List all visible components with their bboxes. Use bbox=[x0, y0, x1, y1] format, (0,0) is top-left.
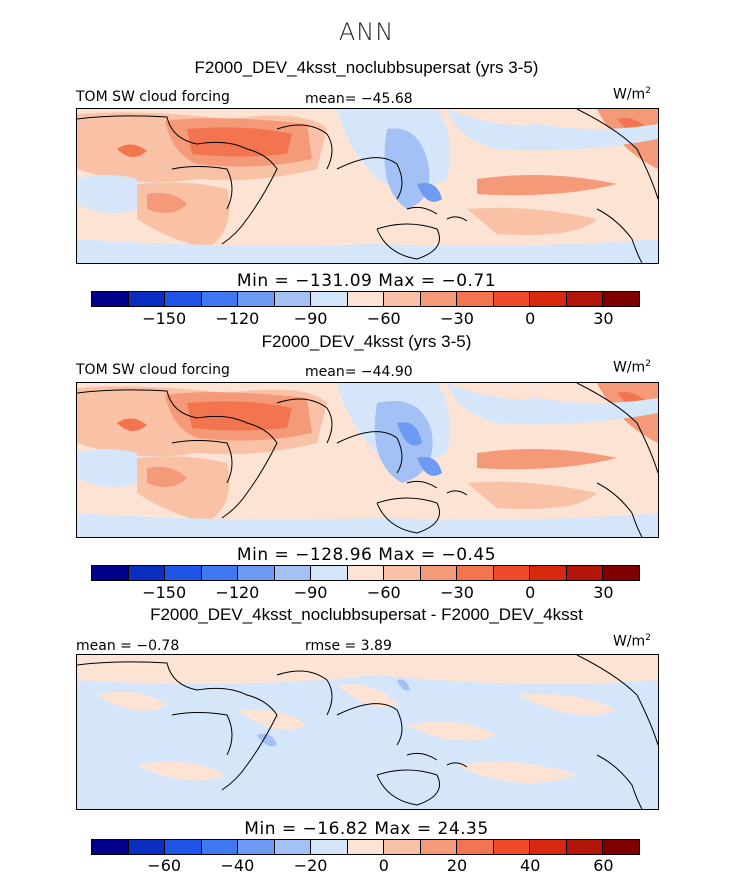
panel-3-colorbar bbox=[91, 839, 640, 855]
colorbar-tick-label: −90 bbox=[293, 309, 328, 328]
colorbar-swatch bbox=[92, 840, 129, 854]
colorbar-swatch bbox=[238, 566, 275, 580]
colorbar-swatch bbox=[201, 840, 239, 854]
panel-2-title: F2000_DEV_4ksst (yrs 3-5) bbox=[261, 332, 472, 351]
colorbar-tick-label: −150 bbox=[142, 583, 187, 602]
colorbar-swatch bbox=[566, 566, 604, 580]
colorbar-swatch bbox=[165, 840, 202, 854]
colorbar-swatch bbox=[128, 292, 166, 306]
colorbar-tick-label: 30 bbox=[593, 583, 614, 602]
colorbar-swatch bbox=[311, 566, 348, 580]
panel-2-units: W/m2 bbox=[613, 359, 651, 376]
panel-3-colorbar-ticks: −60 −40 −20 0 20 40 60 bbox=[91, 856, 640, 876]
colorbar-tick-label: −120 bbox=[215, 583, 260, 602]
colorbar-tick-label: 40 bbox=[520, 856, 541, 875]
colorbar-tick-label: −30 bbox=[440, 583, 474, 602]
colorbar-swatch bbox=[530, 292, 567, 306]
panel-1-units: W/m2 bbox=[613, 86, 651, 103]
colorbar-swatch bbox=[92, 292, 129, 306]
colorbar-swatch bbox=[347, 566, 385, 580]
colorbar-swatch bbox=[384, 840, 421, 854]
panel-1-colorbar bbox=[91, 291, 640, 307]
colorbar-swatch bbox=[384, 566, 421, 580]
colorbar-swatch bbox=[420, 292, 458, 306]
colorbar-tick-label: −120 bbox=[215, 309, 260, 328]
colorbar-swatch bbox=[530, 566, 567, 580]
colorbar-tick-label: 0 bbox=[525, 309, 536, 328]
colorbar-tick-label: −150 bbox=[142, 309, 187, 328]
colorbar-tick-label: −60 bbox=[366, 309, 401, 328]
colorbar-swatch bbox=[457, 566, 494, 580]
panel-1-mean-label: mean= −45.68 bbox=[305, 91, 413, 107]
colorbar-tick-label: −90 bbox=[293, 583, 328, 602]
colorbar-swatch bbox=[347, 840, 385, 854]
panel-3-rmse-label: rmse = 3.89 bbox=[305, 638, 392, 654]
colorbar-tick-label: 30 bbox=[593, 309, 614, 328]
panel-2-mean-label: mean= −44.90 bbox=[305, 364, 413, 380]
panel-3-units: W/m2 bbox=[613, 633, 651, 650]
panel-1-map bbox=[76, 108, 659, 264]
panel-3-map bbox=[76, 654, 659, 810]
panel-2-colorbar-ticks: −150 −120 −90 −60 −30 0 30 bbox=[91, 583, 640, 603]
panel-2-map bbox=[76, 382, 659, 538]
panel-3-mean-label: mean = −0.78 bbox=[76, 638, 180, 654]
panel-3-title: F2000_DEV_4ksst_noclubbsupersat - F2000_… bbox=[150, 605, 583, 624]
panel-2-variable-label: TOM SW cloud forcing bbox=[76, 362, 230, 378]
colorbar-tick-label: −60 bbox=[147, 856, 182, 875]
colorbar-tick-label: −30 bbox=[440, 309, 474, 328]
colorbar-tick-label: −60 bbox=[366, 583, 401, 602]
colorbar-swatch bbox=[274, 840, 312, 854]
colorbar-swatch bbox=[420, 840, 458, 854]
colorbar-swatch bbox=[493, 840, 531, 854]
colorbar-tick-label: 20 bbox=[446, 856, 468, 875]
colorbar-swatch bbox=[347, 292, 385, 306]
colorbar-swatch bbox=[603, 840, 639, 854]
colorbar-tick-label: −20 bbox=[293, 856, 328, 875]
season-title: ANN bbox=[338, 18, 395, 46]
colorbar-swatch bbox=[201, 292, 239, 306]
colorbar-swatch bbox=[274, 292, 312, 306]
panel-1-minmax: Min = −131.09 Max = −0.71 bbox=[236, 271, 497, 291]
panel-3-minmax: Min = −16.82 Max = 24.35 bbox=[244, 819, 489, 839]
colorbar-swatch bbox=[165, 292, 202, 306]
colorbar-swatch bbox=[311, 840, 348, 854]
colorbar-swatch bbox=[493, 292, 531, 306]
colorbar-swatch bbox=[457, 840, 494, 854]
panel-1-variable-label: TOM SW cloud forcing bbox=[76, 89, 230, 105]
colorbar-swatch bbox=[311, 292, 348, 306]
colorbar-swatch bbox=[603, 292, 639, 306]
colorbar-swatch bbox=[238, 840, 275, 854]
colorbar-tick-label: −40 bbox=[220, 856, 255, 875]
colorbar-swatch bbox=[420, 566, 458, 580]
panel-1-colorbar-ticks: −150 −120 −90 −60 −30 0 30 bbox=[91, 309, 640, 329]
colorbar-swatch bbox=[384, 292, 421, 306]
colorbar-swatch bbox=[457, 292, 494, 306]
colorbar-swatch bbox=[128, 840, 166, 854]
colorbar-swatch bbox=[274, 566, 312, 580]
colorbar-swatch bbox=[566, 292, 604, 306]
colorbar-swatch bbox=[530, 840, 567, 854]
panel-1-title: F2000_DEV_4ksst_noclubbsupersat (yrs 3-5… bbox=[194, 58, 539, 77]
colorbar-swatch bbox=[201, 566, 239, 580]
colorbar-tick-label: 60 bbox=[593, 856, 614, 875]
colorbar-tick-label: 0 bbox=[525, 583, 536, 602]
colorbar-swatch bbox=[165, 566, 202, 580]
colorbar-swatch bbox=[238, 292, 275, 306]
colorbar-swatch bbox=[493, 566, 531, 580]
colorbar-tick-label: 0 bbox=[378, 856, 389, 875]
panel-2-minmax: Min = −128.96 Max = −0.45 bbox=[236, 545, 497, 565]
colorbar-swatch bbox=[92, 566, 129, 580]
colorbar-swatch bbox=[128, 566, 166, 580]
colorbar-swatch bbox=[603, 566, 639, 580]
panel-2-colorbar bbox=[91, 565, 640, 581]
colorbar-swatch bbox=[566, 840, 604, 854]
